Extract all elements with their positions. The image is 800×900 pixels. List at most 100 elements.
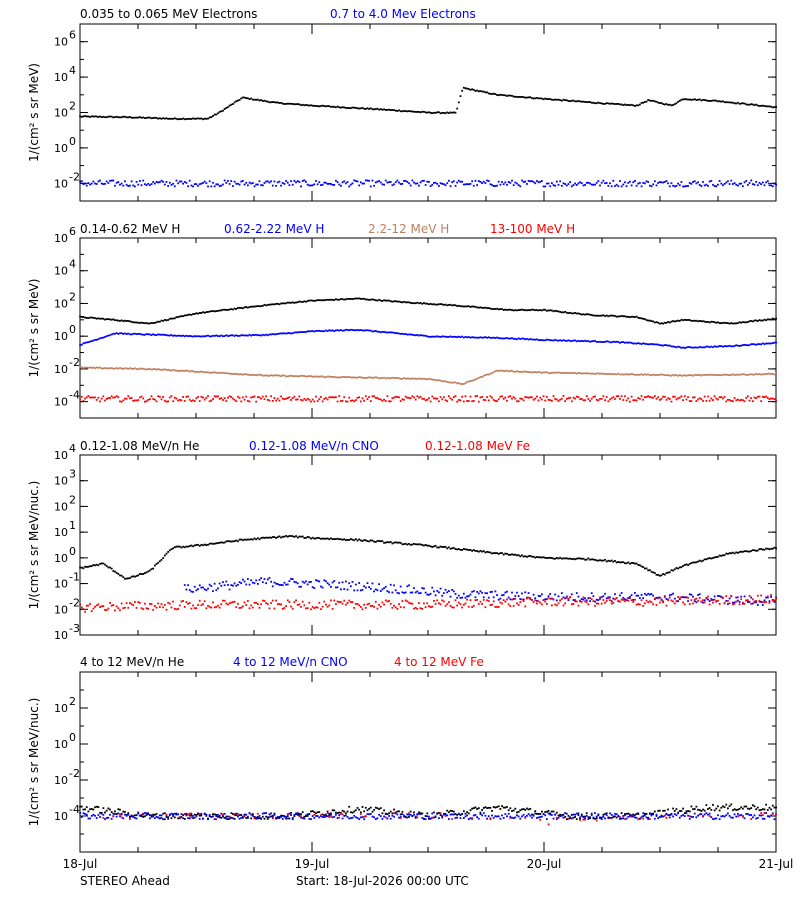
data-point	[683, 347, 686, 349]
data-point	[132, 368, 135, 370]
data-point	[230, 103, 233, 106]
data-point	[717, 398, 719, 401]
data-point	[253, 815, 256, 818]
data-point	[685, 374, 688, 377]
data-point	[690, 599, 693, 602]
data-point	[462, 383, 465, 385]
data-point	[727, 180, 729, 183]
data-point	[565, 818, 568, 821]
data-point	[497, 94, 500, 97]
data-point	[416, 395, 419, 398]
data-point	[207, 310, 209, 313]
data-point	[635, 399, 638, 402]
data-point	[114, 609, 116, 612]
data-point	[251, 606, 254, 609]
data-point	[476, 89, 479, 92]
data-point	[640, 395, 643, 397]
data-point	[238, 538, 241, 541]
data-point	[368, 540, 371, 543]
data-point	[746, 184, 749, 186]
data-point	[363, 810, 366, 813]
data-point	[657, 396, 660, 399]
data-point	[439, 336, 442, 338]
data-point	[330, 813, 332, 816]
data-point	[104, 367, 106, 370]
data-point	[670, 182, 673, 185]
data-point	[155, 813, 158, 815]
data-point	[555, 557, 558, 559]
data-point	[424, 111, 427, 114]
data-point	[559, 311, 562, 313]
panel-2-frame	[79, 237, 777, 419]
data-point	[80, 805, 83, 808]
data-point	[447, 335, 450, 338]
data-point	[245, 583, 248, 586]
data-point	[607, 559, 610, 562]
data-point	[517, 554, 520, 557]
data-point	[117, 808, 120, 811]
data-point	[308, 299, 311, 302]
data-point	[341, 399, 344, 402]
data-point	[506, 552, 508, 555]
data-point	[516, 811, 518, 814]
data-point	[270, 101, 273, 104]
data-point	[552, 371, 555, 374]
data-point	[537, 97, 540, 100]
data-point	[474, 596, 477, 599]
x-tick-label: 18-Jul	[63, 857, 98, 871]
data-point	[713, 595, 716, 598]
data-point	[436, 303, 439, 306]
data-point	[293, 395, 296, 398]
data-point	[225, 400, 228, 402]
data-point	[579, 100, 581, 103]
data-point	[617, 185, 620, 188]
data-point	[537, 595, 540, 597]
data-point	[218, 397, 221, 400]
data-point	[379, 807, 382, 810]
data-point	[225, 334, 228, 337]
data-point	[112, 815, 115, 817]
data-point	[263, 303, 266, 306]
data-point	[464, 596, 467, 599]
data-point	[238, 814, 241, 816]
data-point	[373, 376, 376, 379]
data-point	[746, 813, 749, 815]
data-point	[771, 804, 774, 807]
data-point	[549, 98, 552, 101]
data-point	[313, 813, 316, 816]
data-point	[203, 588, 206, 591]
data-point	[389, 817, 392, 820]
data-point	[275, 374, 278, 377]
data-point	[114, 319, 116, 322]
data-point	[120, 813, 123, 816]
data-point	[212, 815, 214, 818]
data-point	[725, 101, 728, 104]
data-point	[675, 808, 678, 811]
data-point	[743, 550, 746, 553]
data-point	[104, 818, 106, 821]
data-point	[298, 603, 301, 606]
data-point	[557, 98, 560, 101]
data-point	[511, 816, 513, 819]
data-point	[148, 569, 151, 572]
data-point	[768, 806, 771, 809]
data-point	[180, 335, 183, 337]
data-point	[594, 314, 596, 317]
data-point	[648, 593, 651, 596]
data-point	[760, 600, 763, 603]
y-tick-label: 10	[54, 578, 68, 591]
data-point	[203, 398, 206, 401]
data-point	[391, 814, 394, 817]
data-point	[79, 366, 81, 369]
data-point	[140, 333, 143, 336]
data-point	[198, 814, 201, 817]
data-point	[188, 817, 191, 820]
data-point	[732, 816, 734, 819]
data-point	[668, 816, 671, 819]
data-point	[266, 398, 269, 401]
data-point	[629, 400, 631, 403]
data-point	[290, 301, 292, 304]
data-point	[595, 598, 598, 601]
data-point	[695, 400, 698, 402]
data-point	[326, 375, 329, 378]
